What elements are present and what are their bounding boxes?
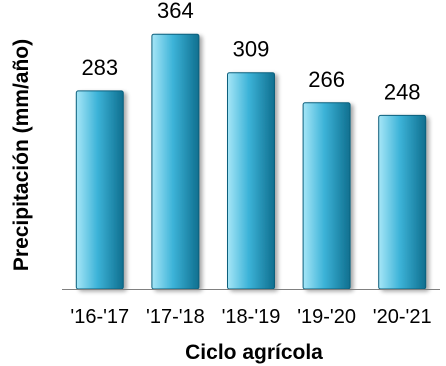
bar-1 bbox=[151, 33, 200, 290]
bar-0 bbox=[75, 90, 124, 290]
data-label-0: 283 bbox=[81, 55, 118, 80]
bars-layer bbox=[75, 33, 427, 290]
x-tick-label-1: '17-'18 bbox=[146, 306, 205, 328]
bar-3 bbox=[302, 102, 351, 290]
data-label-2: 309 bbox=[233, 37, 270, 62]
y-axis-title: Precipitación (mm/año) bbox=[10, 39, 33, 271]
bar-4 bbox=[378, 114, 427, 290]
x-tick-label-4: '20-'21 bbox=[373, 306, 432, 328]
x-tick-label-2: '18-'19 bbox=[222, 306, 281, 328]
data-label-3: 266 bbox=[308, 67, 345, 92]
x-axis-title: Ciclo agrícola bbox=[185, 341, 323, 364]
x-tick-label-0: '16-'17 bbox=[70, 306, 129, 328]
data-label-4: 248 bbox=[384, 79, 421, 104]
value-labels-layer: 283 364 309 266 248 bbox=[81, 0, 420, 104]
bar-2 bbox=[227, 72, 275, 290]
x-tick-label-3: '19-'20 bbox=[297, 306, 356, 328]
data-label-1: 364 bbox=[157, 0, 194, 23]
x-tick-labels: '16-'17 '17-'18 '18-'19 '19-'20 '20-'21 bbox=[70, 306, 431, 328]
